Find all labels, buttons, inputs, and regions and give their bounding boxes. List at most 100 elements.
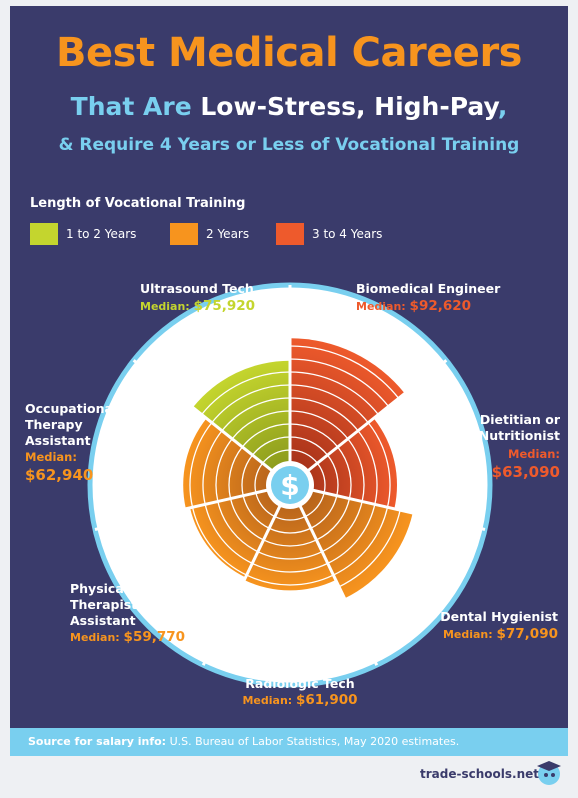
wedge-occupational-therapy-assistant — [183, 418, 290, 509]
ring-line — [231, 410, 291, 440]
ring-line — [241, 423, 291, 448]
ring-line — [347, 438, 365, 502]
category-name: Dietitian or — [480, 412, 561, 427]
ring-line — [221, 397, 291, 432]
page-subtitle-line2: & Require 4 Years or Less of Vocational … — [58, 135, 520, 155]
data-label: Median: $92,620 — [356, 298, 471, 314]
wedge-separator — [94, 483, 291, 531]
legend-swatch — [170, 223, 198, 245]
subtitle-comma: , — [497, 92, 508, 121]
category-name: Therapist — [70, 597, 137, 612]
bar-mark — [183, 418, 290, 509]
ring-line — [217, 501, 259, 553]
source-detail: U.S. Bureau of Labor Statistics, May 202… — [166, 735, 460, 748]
dollar-coin-face — [271, 466, 309, 504]
ring-line — [316, 498, 351, 541]
median-prefix: Median: — [25, 450, 77, 464]
data-label: $62,940 — [25, 466, 93, 484]
wedge-radiologic-tech — [244, 485, 336, 591]
ring-line — [204, 504, 253, 564]
category-name: Nutritionist — [479, 428, 560, 443]
legend-swatch — [276, 223, 304, 245]
ring-line — [289, 397, 359, 432]
category-name: Dental Hygienist — [440, 609, 558, 624]
ring-line — [327, 504, 376, 564]
ring-line — [289, 436, 329, 456]
ring-line — [321, 501, 363, 553]
ring-line — [268, 527, 312, 534]
ring-line — [367, 422, 391, 508]
category-label-dental-hygienist: Dental Hygienist Median: $77,090 — [440, 609, 558, 642]
page-title: Best Medical Careers — [56, 30, 522, 76]
ring-line — [338, 510, 401, 588]
ring-line — [228, 446, 243, 499]
wedge-separator — [288, 484, 379, 666]
source-label: Source for salary info: — [28, 735, 167, 748]
dollar-sign: $ — [280, 469, 299, 502]
data-label: Median: $59,770 — [70, 629, 185, 645]
wedge-dietitian-or-nutritionist — [290, 418, 398, 509]
ring-line — [316, 462, 326, 493]
page-subtitle: That Are Low-Stress, High-Pay, — [0, 92, 578, 121]
category-label-biomedical-engineer: Biomedical Engineer Median: $92,620 — [356, 281, 501, 314]
ring-line — [289, 345, 400, 399]
category-label-ultrasound-tech: Ultrasound Tech Median: $75,920 — [140, 281, 255, 314]
category-name: Assistant — [25, 433, 91, 448]
subtitle-prefix: That Are — [70, 92, 201, 121]
ring-line — [327, 454, 339, 496]
median-prefix: Median: — [508, 447, 560, 461]
bar-mark — [190, 485, 290, 578]
data-label: $63,090 — [492, 463, 560, 481]
category-name: Physical — [70, 581, 128, 596]
legend-swatch — [30, 223, 58, 245]
subtitle-highlight: Low-Stress, High-Pay — [200, 92, 498, 121]
ring-line — [262, 449, 291, 464]
ring-line — [289, 358, 390, 407]
bar-mark — [290, 485, 413, 599]
graduation-cap-logo-icon — [537, 761, 561, 785]
bar-mark — [290, 338, 405, 485]
ring-line — [289, 384, 369, 424]
bar-mark — [244, 485, 336, 591]
category-name: Assistant — [70, 613, 136, 628]
ring-line — [310, 495, 338, 529]
ring-line — [337, 446, 352, 499]
ring-line — [263, 539, 317, 547]
legend-label: 3 to 4 Years — [312, 227, 383, 241]
wedge-dental-hygienist — [290, 485, 413, 599]
legend-title: Length of Vocational Training — [30, 196, 246, 211]
wedge-physical-therapist-assistant — [190, 485, 290, 578]
ring-line — [211, 384, 291, 424]
ring-line — [215, 438, 233, 502]
category-name: Therapy — [25, 417, 83, 432]
ring-line — [189, 422, 213, 508]
wedge-separator — [132, 359, 291, 487]
wedge-separator — [289, 483, 486, 531]
data-label: Median: $75,920 — [140, 298, 255, 314]
wedge-separator — [289, 359, 448, 487]
ring-line — [202, 430, 223, 505]
footer-site-name: trade-schools.net — [420, 767, 539, 781]
source-text: Source for salary info: U.S. Bureau of L… — [28, 735, 459, 748]
ring-line — [289, 449, 318, 464]
ring-line — [251, 436, 291, 456]
ring-line — [255, 492, 276, 518]
wedge-ultrasound-tech — [192, 360, 291, 485]
bar-mark — [290, 418, 398, 509]
ring-line — [191, 507, 247, 576]
category-name: Radiologic Tech — [245, 676, 354, 691]
category-name: Occupational — [25, 401, 117, 416]
ring-line — [289, 423, 339, 448]
category-name: Ultrasound Tech — [140, 281, 254, 296]
bar-mark — [192, 360, 290, 485]
wedge-separator — [201, 484, 292, 666]
ring-line — [251, 562, 329, 573]
ring-line — [257, 551, 323, 560]
data-label: Median: $77,090 — [443, 626, 558, 642]
ring-line — [357, 430, 378, 505]
